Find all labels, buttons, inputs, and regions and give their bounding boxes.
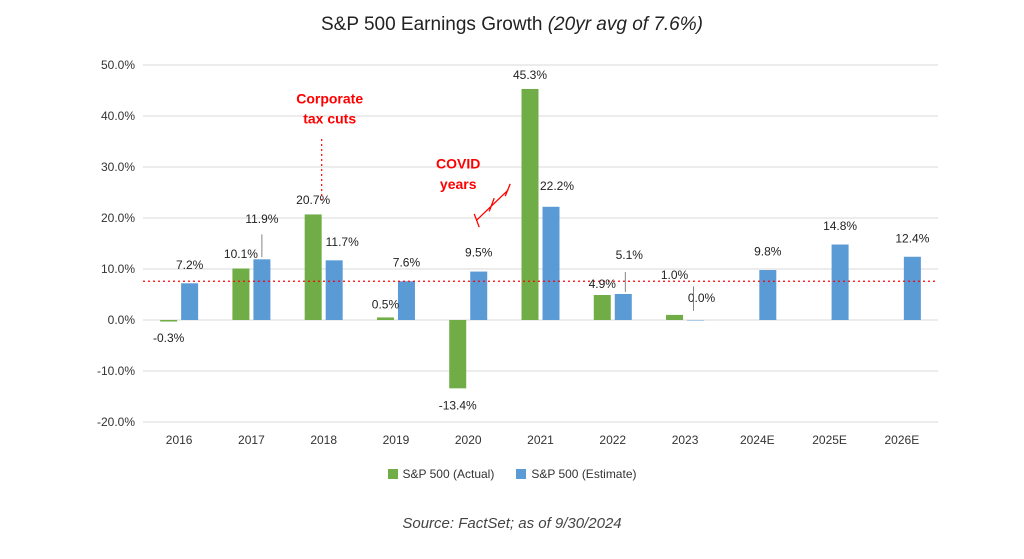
x-tick-label: 2022 [599,433,626,447]
x-tick-label: 2026E [885,433,920,447]
estimate-bar [903,256,921,320]
x-tick-label: 2019 [383,433,410,447]
y-tick-label: -10.0% [97,364,135,378]
x-tick-label: 2025E [812,433,847,447]
legend-item-actual: S&P 500 (Actual) [387,467,495,481]
annotation-covid-bracket [473,183,511,228]
actual-bar [593,295,611,320]
y-tick-label: 30.0% [101,160,135,174]
y-tick-label: 40.0% [101,109,135,123]
estimate-data-label: 5.1% [616,248,644,262]
legend-swatch [387,469,398,479]
y-tick-label: 10.0% [101,262,135,276]
estimate-data-label: 14.8% [823,219,857,233]
estimate-data-label: 12.4% [895,231,929,245]
earnings-growth-chart: 50.0% 40.0% 30.0% 20.0% 10.0% 0.0% -10.0% -20.0… [97,58,938,447]
estimate-data-label: 22.2% [540,179,574,193]
chart-title-main: S&P 500 Earnings Growth [321,14,543,35]
actual-data-label: 10.1% [224,247,258,261]
x-tick-label: 2023 [672,433,699,447]
estimate-bar [181,283,199,320]
annotation-corporate-tax-cuts: Corporate [296,90,363,106]
actual-data-label: 20.7% [296,193,330,207]
estimate-bar [614,293,632,320]
annotation-covid-years: years [440,176,477,192]
actual-data-label: -13.4% [439,398,477,412]
actual-data-label: 4.9% [589,277,617,291]
actual-bar [232,268,250,320]
actual-bar [160,320,178,322]
estimate-bar [397,281,415,320]
x-tick-label: 2024E [740,433,775,447]
estimate-bar [759,270,777,320]
actual-data-label: -0.3% [153,331,185,345]
y-tick-label: 20.0% [101,211,135,225]
y-tick-label: 50.0% [101,58,135,72]
x-tick-label: 2021 [527,433,554,447]
actual-data-label: 1.0% [661,268,689,282]
estimate-bar [542,206,560,320]
y-tick-label: -20.0% [97,415,135,429]
estimate-data-label: 0.0% [688,291,716,305]
actual-bar [376,317,394,320]
actual-bar [304,214,322,320]
legend-item-estimate: S&P 500 (Estimate) [516,467,637,481]
chart-legend: S&P 500 (Actual) S&P 500 (Estimate) [0,467,1024,481]
estimate-data-label: 7.6% [393,255,421,269]
legend-swatch [516,469,527,479]
estimate-data-label: 9.5% [465,245,493,259]
annotation-corporate-tax-cuts: tax cuts [303,111,356,127]
chart-title: S&P 500 Earnings Growth (20yr avg of 7.6… [0,14,1024,36]
estimate-data-label: 11.9% [245,212,278,226]
annotation-covid-years: COVID [436,156,480,172]
estimate-bar [253,259,271,320]
x-tick-label: 2018 [310,433,337,447]
x-tick-label: 2017 [238,433,265,447]
actual-data-label: 45.3% [513,68,547,82]
actual-bar [449,320,467,389]
y-tick-label: 0.0% [108,313,136,327]
estimate-bar [687,320,705,321]
source-note: Source: FactSet; as of 9/30/2024 [402,515,622,532]
estimate-bar [325,260,343,320]
actual-bar [521,88,539,320]
estimate-bar [470,271,488,320]
legend-label: S&P 500 (Estimate) [531,467,637,481]
chart-title-average-note: (20yr avg of 7.6%) [547,14,703,35]
x-tick-label: 2016 [166,433,193,447]
estimate-bar [831,244,849,320]
legend-label: S&P 500 (Actual) [402,467,495,481]
estimate-data-label: 7.2% [176,258,204,272]
actual-bar [666,314,684,320]
estimate-data-label: 11.7% [326,235,359,249]
actual-data-label: 0.5% [372,297,400,311]
estimate-data-label: 9.8% [754,245,782,259]
x-tick-label: 2020 [455,433,482,447]
